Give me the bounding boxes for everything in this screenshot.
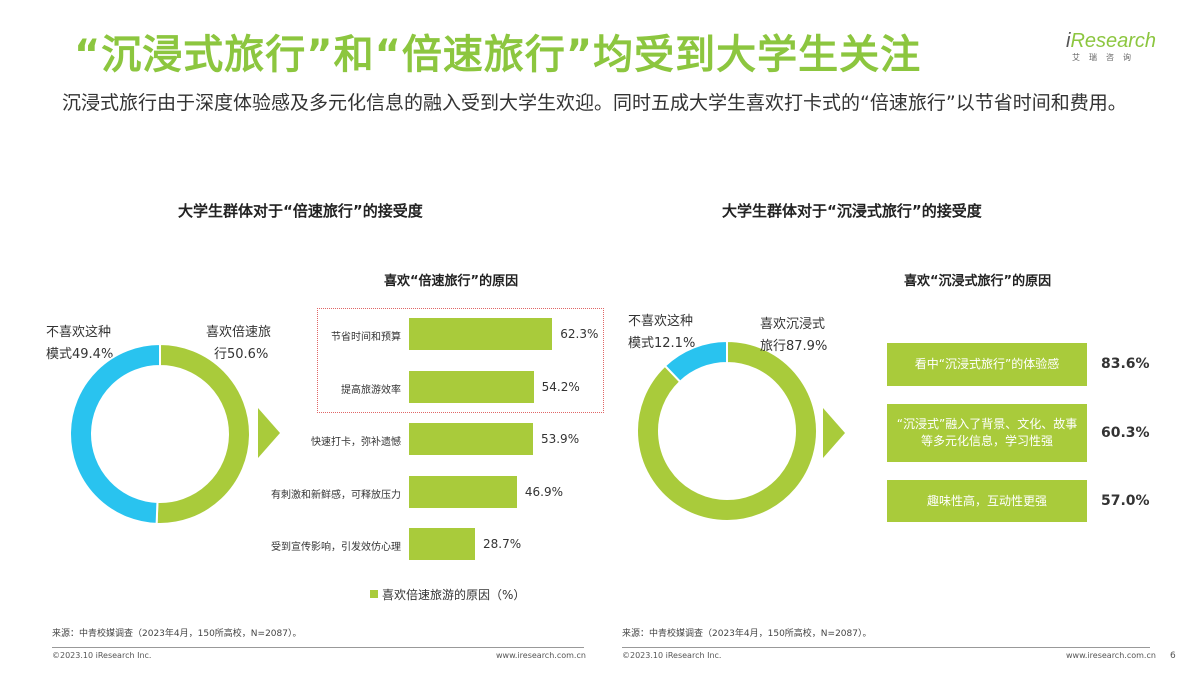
right-reason-value-0: 83.6% <box>1101 356 1150 372</box>
left-bar-3 <box>409 475 517 508</box>
right-source-note: 来源：中青校媒调查（2023年4月，150所高校，N=2087）。 <box>622 629 872 639</box>
left-bar-value-0: 62.3% <box>560 327 599 341</box>
left-bar-label-1: 提高旅游效率 <box>341 384 401 396</box>
page-number: 6 <box>1170 651 1176 661</box>
iresearch-logo: iResearch 艾瑞咨询 <box>1066 30 1176 86</box>
left-arrow-icon <box>258 408 280 458</box>
left-bar-value-1: 54.2% <box>541 379 580 394</box>
left-bar-label-2: 快速打卡，弥补遗憾 <box>311 437 401 448</box>
left-bar-1 <box>409 370 534 403</box>
left-bar-label-3: 有刺激和新鲜感，可释放压力 <box>271 489 401 501</box>
right-donut-chart <box>636 339 818 522</box>
left-bar-0 <box>409 318 553 350</box>
logo-subtitle: 艾瑞咨询 <box>1072 53 1140 62</box>
right-website: www.iresearch.com.cn <box>1066 651 1156 660</box>
page-title: “沉浸式旅行”和“倍速旅行”均受到大学生关注 <box>74 32 922 78</box>
highlight-dashed-box <box>317 308 604 413</box>
left-bar-2 <box>409 423 533 455</box>
legend-swatch <box>370 590 378 598</box>
left-donut-like-slice <box>155 342 251 525</box>
left-bar-value-3: 46.9% <box>524 484 563 499</box>
left-copyright: ©2023.10 iResearch Inc. <box>52 651 152 660</box>
left-donut-chart <box>69 342 251 525</box>
left-bar-label-4: 受到宣传影响，引发效仿心理 <box>271 542 401 553</box>
left-bar-label-0: 节省时间和预算 <box>331 332 401 343</box>
right-footer-divider <box>622 647 1150 648</box>
right-reason-value-1: 60.3% <box>1101 425 1150 441</box>
left-donut-dislike-slice <box>69 342 161 525</box>
right-donut-dislike-label: 不喜欢这种 模式12.1% <box>628 314 696 351</box>
right-reason-bar-0: 看中“沉浸式旅行”的体验感 <box>887 343 1087 386</box>
right-arrow-icon <box>823 408 845 458</box>
left-panel-title: 大学生群体对于“倍速旅行”的接受度 <box>178 202 423 220</box>
right-copyright: ©2023.10 iResearch Inc. <box>622 651 722 660</box>
right-donut-like-label: 喜欢沉浸式 旅行87.9% <box>760 317 828 354</box>
left-website: www.iresearch.com.cn <box>496 651 586 660</box>
right-donut-like-slice <box>636 339 818 522</box>
right-donut-dislike-slice <box>663 339 728 384</box>
left-donut-dislike-label: 不喜欢这种 模式49.4% <box>46 325 114 362</box>
right-panel-title: 大学生群体对于“沉浸式旅行”的接受度 <box>722 202 982 220</box>
left-source-note: 来源：中青校媒调查（2023年4月，150所高校，N=2087）。 <box>52 629 302 639</box>
left-footer-divider <box>52 647 584 648</box>
left-bar-4 <box>409 528 475 560</box>
left-legend: 喜欢倍速旅游的原因（%） <box>370 586 525 603</box>
page-subtitle: 沉浸式旅行由于深度体验感及多元化信息的融入受到大学生欢迎。同时五成大学生喜欢打卡… <box>62 92 1127 114</box>
right-reason-bar-2: 趣味性高，互动性更强 <box>887 480 1087 522</box>
left-reason-title: 喜欢“倍速旅行”的原因 <box>384 274 519 289</box>
left-donut-like-label: 喜欢倍速旅 行50.6% <box>206 325 272 362</box>
right-reason-title: 喜欢“沉浸式旅行”的原因 <box>904 274 1052 289</box>
left-bar-value-2: 53.9% <box>540 432 580 446</box>
right-reason-value-2: 57.0% <box>1101 493 1150 509</box>
left-bar-value-4: 28.7% <box>483 537 522 551</box>
right-reason-bar-1: “沉浸式”融入了背景、文化、故事等多元化信息，学习性强 <box>887 404 1087 462</box>
